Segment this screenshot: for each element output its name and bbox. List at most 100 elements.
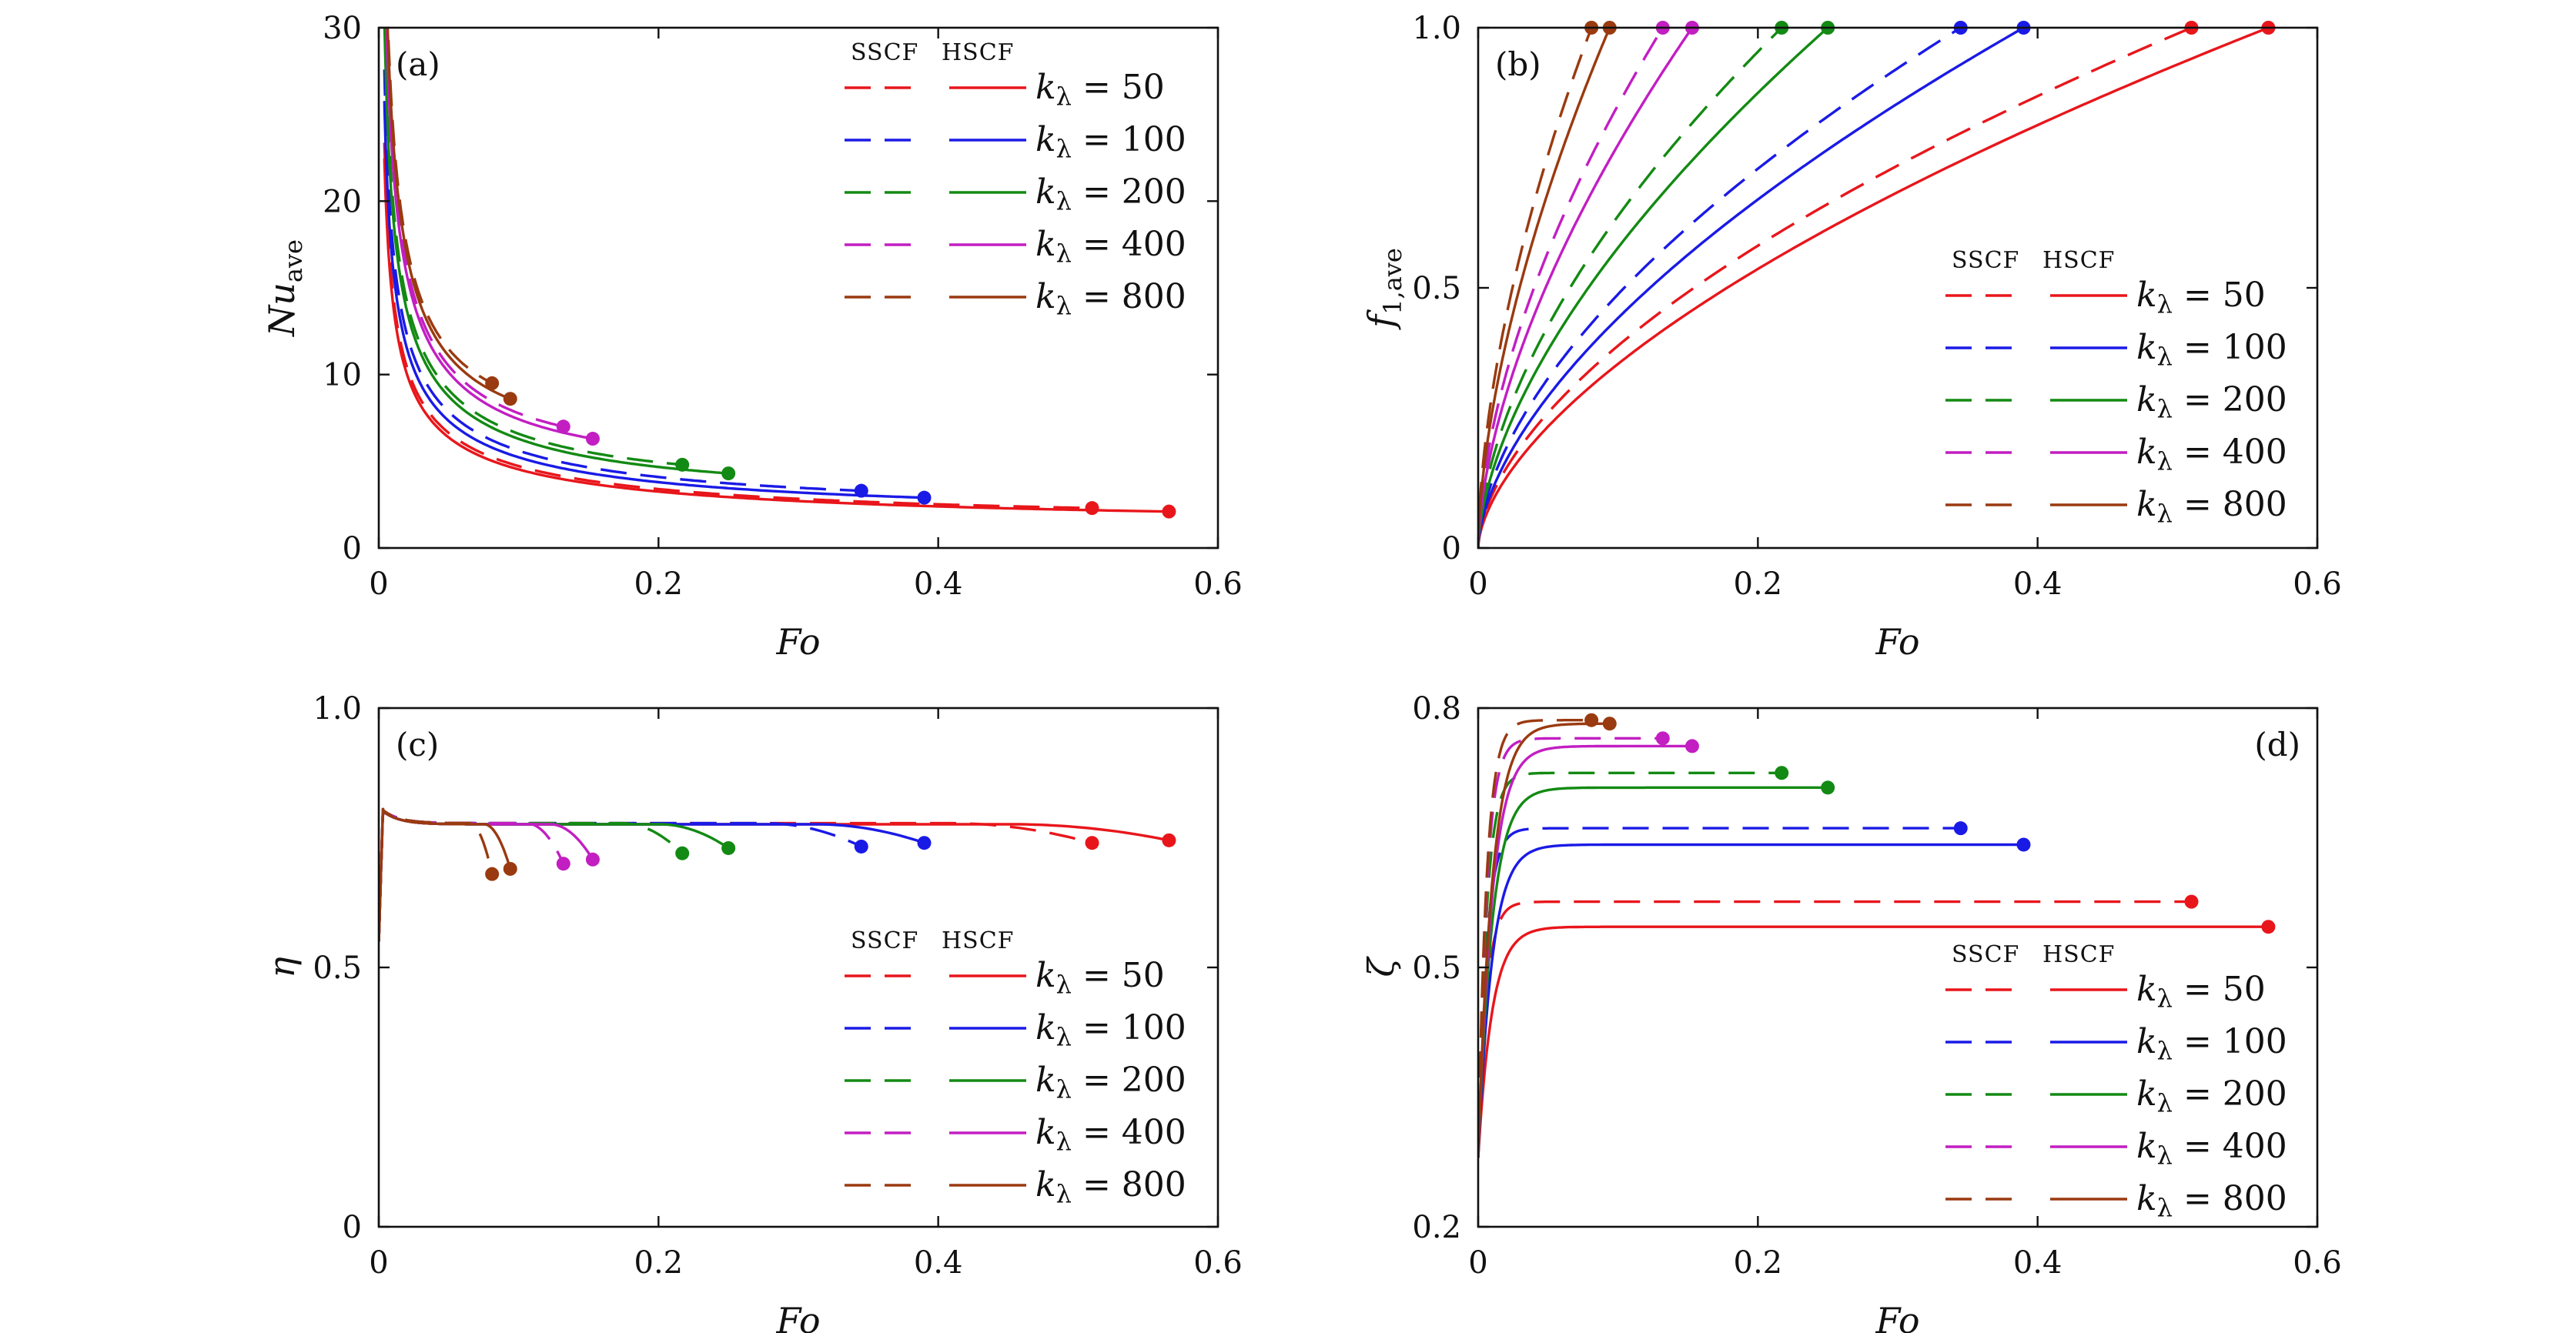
series-line-k50-hscf: [1478, 28, 2270, 548]
end-point-k800-hscf: [503, 861, 517, 876]
end-point-k800-hscf: [503, 392, 517, 406]
series-line-k200-hscf: [383, 28, 729, 475]
x-tick-label: 0.4: [2013, 1245, 2062, 1281]
series-line-k400-hscf: [1478, 28, 1694, 548]
end-point-k50-hscf: [2261, 920, 2276, 934]
y-tick-label: 0.8: [1412, 691, 1461, 727]
end-point-k100-sscf: [854, 839, 868, 854]
series-line-k100-sscf: [383, 69, 861, 493]
x-axis-label: Fo: [775, 1300, 820, 1333]
series-line-k200-hscf: [379, 808, 730, 942]
legend-label-k800: kλ = 800: [2136, 1179, 2287, 1222]
series-line-k200-sscf: [1478, 771, 1782, 1158]
end-point-k100-sscf: [1953, 821, 1968, 836]
series-line-k400-sscf: [1478, 28, 1664, 548]
panel-tag: (a): [396, 45, 440, 83]
x-axis-label: Fo: [775, 621, 820, 663]
y-tick-label: 0.5: [1412, 271, 1461, 306]
legend-label-k400: kλ = 400: [1035, 1113, 1186, 1156]
series-line-k50-hscf: [1478, 925, 2269, 1158]
legend-label-k50: kλ = 50: [1035, 68, 1165, 111]
y-axis-label: ζ: [1360, 955, 1402, 977]
series-line-k100-sscf: [1478, 827, 1961, 1158]
series-group: [1478, 28, 2270, 548]
end-point-k200-hscf: [721, 840, 736, 855]
legend-header-sscf: SSCF: [851, 39, 918, 66]
x-tick-label: 0: [369, 1245, 388, 1281]
series-line-k800-sscf: [1478, 28, 1593, 548]
end-point-k800-hscf: [1602, 717, 1617, 731]
x-tick-label: 0.6: [2293, 566, 2342, 602]
end-point-k100-hscf: [2016, 837, 2031, 852]
legend-header-sscf: SSCF: [1952, 941, 2019, 968]
y-tick-label: 0.5: [313, 950, 362, 986]
y-tick-label: 0.5: [1412, 950, 1461, 986]
end-point-k400-sscf: [1655, 731, 1670, 746]
legend-header-hscf: HSCF: [2042, 941, 2115, 968]
series-line-k400-sscf: [379, 807, 565, 942]
end-point-k50-sscf: [1085, 501, 1099, 516]
plot-frame: [377, 26, 1219, 550]
end-point-k200-sscf: [675, 846, 690, 860]
series-line-k800-hscf: [1478, 28, 1611, 548]
legend-label-k50: kλ = 50: [2136, 276, 2266, 319]
end-point-k50-hscf: [1162, 833, 1176, 847]
y-axis-label: Nuave: [261, 239, 308, 337]
end-point-k400-sscf: [556, 857, 570, 871]
y-tick-label: 0: [343, 531, 362, 566]
series-line-k800-sscf: [379, 807, 493, 942]
series-line-k200-sscf: [383, 28, 683, 466]
x-tick-label: 0: [369, 566, 388, 602]
legend-label-k100: kλ = 100: [1035, 120, 1186, 163]
end-point-k50-sscf: [2184, 894, 2199, 909]
panel-b: 0 0.2 0.4 0.6 0 0.5 1.0 Fo f1,ave (b) SSCF HSCF kλ =…: [1360, 11, 2342, 663]
legend-header-hscf: HSCF: [2042, 247, 2115, 274]
end-point-k400-sscf: [556, 419, 570, 434]
legend-label-k400: kλ = 400: [2136, 433, 2287, 476]
legend: SSCF HSCF kλ = 50 kλ = 100 kλ = 200 kλ = 400 k…: [1945, 941, 2287, 1222]
series-line-k800-hscf: [386, 28, 511, 400]
end-point-k400-hscf: [585, 852, 600, 867]
y-axis-label: η: [261, 957, 303, 978]
legend-label-k200: kλ = 200: [1035, 172, 1186, 215]
x-tick-label: 0.2: [1734, 1245, 1783, 1281]
legend-label-k200: kλ = 200: [2136, 1074, 2287, 1118]
legend-label-k50: kλ = 50: [1035, 956, 1165, 999]
legend-label-k100: kλ = 100: [1035, 1008, 1186, 1051]
series-line-k800-sscf: [1478, 719, 1592, 1158]
y-tick-label: 10: [323, 358, 362, 393]
y-tick-label: 0: [1442, 531, 1461, 566]
series-line-k800-hscf: [1478, 722, 1610, 1158]
series-line-k100-hscf: [1478, 28, 2025, 548]
series-line-k800-hscf: [379, 809, 512, 942]
series-group: [379, 807, 1169, 942]
end-point-k400-hscf: [585, 432, 600, 446]
y-tick-label: 0: [343, 1210, 362, 1245]
panel-tag: (b): [1495, 45, 1541, 83]
series-line-k50-hscf: [383, 158, 1169, 513]
end-point-k50-hscf: [1162, 504, 1176, 519]
series-line-k200-sscf: [1478, 28, 1783, 548]
end-point-k400-hscf: [1684, 739, 1699, 753]
x-tick-label: 0.4: [2013, 566, 2062, 602]
series-group: [1478, 719, 2269, 1158]
legend: SSCF HSCF kλ = 50 kλ = 100 kλ = 200 kλ = 400 k…: [1945, 247, 2287, 528]
legend-header-hscf: HSCF: [942, 39, 1014, 66]
panel-c: 0 0.2 0.4 0.6 0 0.5 1.0 Fo η (c) SSCF HSCF kλ = 50 kλ…: [261, 691, 1243, 1333]
end-point-k800-sscf: [1584, 713, 1599, 727]
series-line-k200-hscf: [1478, 786, 1828, 1158]
end-point-k100-hscf: [917, 490, 932, 505]
x-tick-label: 0.6: [2293, 1245, 2342, 1281]
legend-header-sscf: SSCF: [851, 927, 918, 954]
legend-header-sscf: SSCF: [1952, 247, 2019, 274]
x-axis-label: Fo: [1875, 621, 1919, 663]
end-point-k800-sscf: [485, 867, 500, 881]
legend-label-k100: kλ = 100: [2136, 328, 2287, 371]
panel-tag: (c): [396, 726, 439, 763]
x-tick-label: 0.4: [914, 1245, 963, 1281]
panel-a: 0 0.2 0.4 0.6 0 10 20 30 Fo Nuave (a) SSCF HSCF kλ = …: [261, 11, 1243, 663]
y-tick-label: 0.2: [1412, 1210, 1461, 1245]
series-line-k100-sscf: [1478, 28, 1962, 548]
y-tick-label: 1.0: [1412, 11, 1461, 46]
series-line-k100-sscf: [379, 808, 862, 942]
